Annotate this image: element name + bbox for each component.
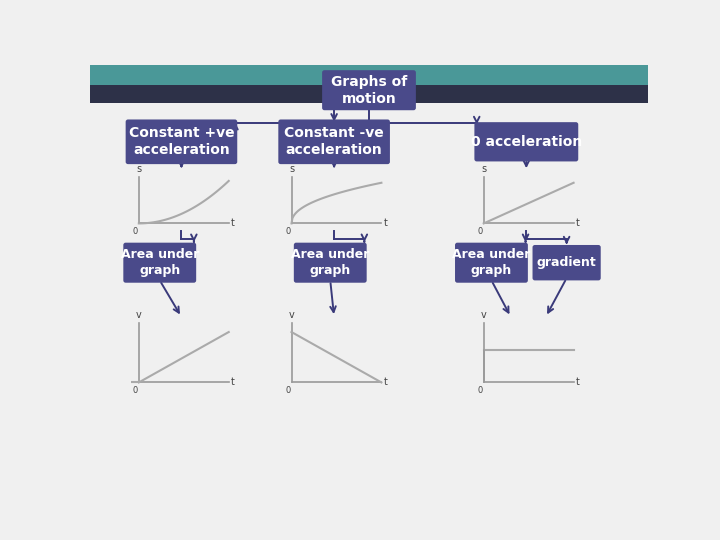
- Text: 0: 0: [285, 386, 291, 395]
- Text: Graphs of
motion: Graphs of motion: [331, 75, 407, 106]
- Text: t: t: [231, 218, 235, 228]
- Text: s: s: [136, 164, 141, 174]
- Text: v: v: [136, 310, 142, 320]
- Text: 0: 0: [285, 226, 291, 235]
- Text: 0: 0: [477, 226, 483, 235]
- Text: gradient: gradient: [536, 256, 596, 269]
- FancyBboxPatch shape: [294, 242, 366, 283]
- FancyBboxPatch shape: [533, 245, 600, 280]
- FancyBboxPatch shape: [279, 119, 390, 164]
- Text: 0: 0: [132, 386, 138, 395]
- Text: 0: 0: [132, 226, 138, 235]
- Text: 0 acceleration: 0 acceleration: [471, 135, 582, 149]
- Text: v: v: [289, 310, 294, 320]
- Text: t: t: [384, 218, 387, 228]
- Text: Constant -ve
acceleration: Constant -ve acceleration: [284, 126, 384, 158]
- Bar: [90, 85, 648, 103]
- Text: s: s: [289, 164, 294, 174]
- FancyBboxPatch shape: [126, 119, 238, 164]
- FancyBboxPatch shape: [123, 242, 196, 283]
- Text: Area under
graph: Area under graph: [291, 248, 369, 277]
- Text: 0: 0: [477, 386, 483, 395]
- Text: t: t: [576, 218, 580, 228]
- Text: t: t: [384, 377, 387, 387]
- Text: Constant +ve
acceleration: Constant +ve acceleration: [129, 126, 234, 158]
- Text: t: t: [231, 377, 235, 387]
- Text: Area under
graph: Area under graph: [120, 248, 199, 277]
- FancyBboxPatch shape: [474, 122, 578, 161]
- Text: v: v: [481, 310, 487, 320]
- Text: Area under
graph: Area under graph: [452, 248, 531, 277]
- Text: s: s: [481, 164, 486, 174]
- FancyBboxPatch shape: [322, 70, 416, 110]
- Text: t: t: [576, 377, 580, 387]
- Bar: [90, 65, 648, 86]
- FancyBboxPatch shape: [455, 242, 528, 283]
